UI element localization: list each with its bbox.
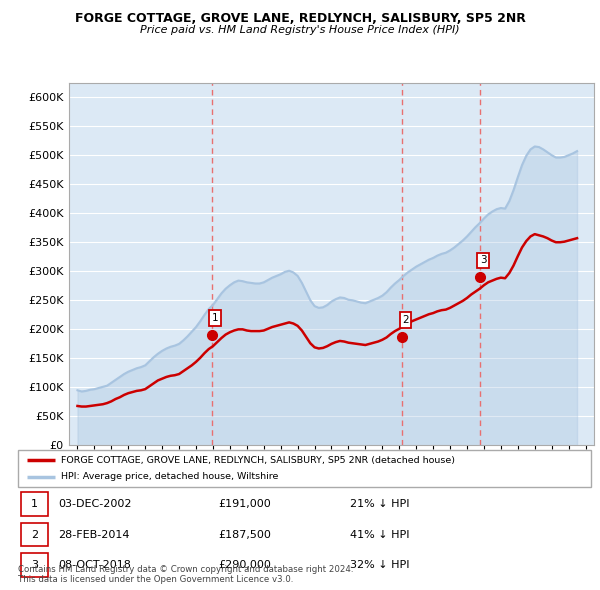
Text: HPI: Average price, detached house, Wiltshire: HPI: Average price, detached house, Wilt… [61,472,278,481]
Bar [21,523,49,546]
Text: £191,000: £191,000 [218,499,271,509]
Text: Contains HM Land Registry data © Crown copyright and database right 2024.
This d: Contains HM Land Registry data © Crown c… [18,565,353,584]
Text: 3: 3 [480,255,487,266]
Text: 3: 3 [31,560,38,570]
Text: 41% ↓ HPI: 41% ↓ HPI [350,530,410,539]
Text: 2: 2 [31,530,38,539]
Text: 03-DEC-2002: 03-DEC-2002 [58,499,131,509]
Text: 32% ↓ HPI: 32% ↓ HPI [350,560,410,570]
Text: FORGE COTTAGE, GROVE LANE, REDLYNCH, SALISBURY, SP5 2NR: FORGE COTTAGE, GROVE LANE, REDLYNCH, SAL… [74,12,526,25]
Text: FORGE COTTAGE, GROVE LANE, REDLYNCH, SALISBURY, SP5 2NR (detached house): FORGE COTTAGE, GROVE LANE, REDLYNCH, SAL… [61,456,455,465]
Text: £290,000: £290,000 [218,560,271,570]
Text: £187,500: £187,500 [218,530,271,539]
Text: Price paid vs. HM Land Registry's House Price Index (HPI): Price paid vs. HM Land Registry's House … [140,25,460,35]
Text: 2: 2 [402,315,409,325]
Bar [21,492,49,516]
Text: 08-OCT-2018: 08-OCT-2018 [58,560,131,570]
Text: 1: 1 [31,499,38,509]
Text: 21% ↓ HPI: 21% ↓ HPI [350,499,410,509]
Text: 1: 1 [212,313,218,323]
Bar [21,553,49,577]
Text: 28-FEB-2014: 28-FEB-2014 [58,530,130,539]
